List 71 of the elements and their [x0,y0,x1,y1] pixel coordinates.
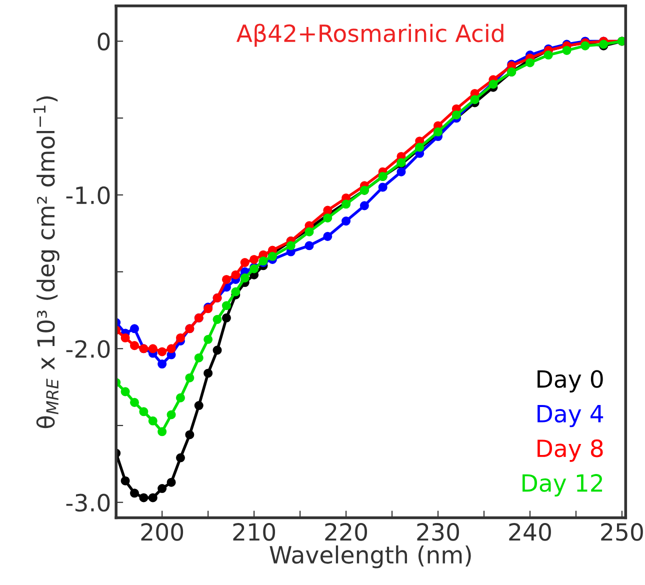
point [304,241,314,250]
point [148,493,158,502]
point [130,341,140,350]
point [148,344,158,354]
point [250,254,259,264]
point [525,58,535,68]
point [222,274,231,284]
text: Day 4 [538,405,604,428]
point [212,314,222,324]
point [148,416,158,426]
point [166,478,176,487]
point [120,476,130,486]
point [580,41,590,50]
point [120,333,130,342]
x-tick-label: 200 [141,523,184,541]
point [176,333,185,342]
point [204,368,213,378]
point [176,453,185,462]
point [130,398,140,407]
text: Day 0 [538,370,603,393]
point [562,46,572,55]
text: Day 8 [538,439,603,462]
point [222,301,231,310]
x-tick-label: 220 [325,523,368,541]
point [360,201,369,210]
y-tick-label: -3.0 [66,494,110,512]
x-tick-label: 230 [417,523,459,541]
point [231,270,240,280]
point [185,373,194,382]
point [231,287,240,296]
point [396,167,406,176]
point [323,232,332,241]
point [222,313,231,322]
point [158,484,167,494]
point [544,50,553,60]
point [204,334,213,344]
text: Day 12 [522,474,602,496]
point [130,324,140,334]
x-tick-label: 250 [601,523,643,541]
point [158,427,167,436]
point [185,430,194,440]
point [342,216,351,226]
point [139,493,148,502]
point [240,273,250,282]
point [212,346,222,355]
point [240,258,250,268]
point [120,387,130,396]
point [130,488,140,498]
point [452,110,461,120]
point [194,401,204,410]
text: Aβ42+Rosmarinic Acid [236,24,504,47]
y-tick-label: -1.0 [66,186,110,204]
point [176,393,185,402]
y-tick-label: 0 [98,32,110,51]
point [158,359,167,369]
y-axis-title: θ$_{MRE}$ x 10³ (deg cm² dmol$^{−1}$) [33,96,60,428]
point [304,227,314,236]
point [378,182,388,192]
x-axis-title: Wavelength (nm) [270,545,471,568]
point [286,241,296,250]
point [323,213,332,222]
point [194,353,204,362]
point [268,252,277,261]
point [158,347,167,356]
point [139,407,148,416]
point [323,206,332,215]
point [166,410,176,420]
x-tick-label: 240 [509,523,551,541]
point [166,344,176,354]
y-tick-label: -2.0 [66,340,110,358]
x-tick-label: 210 [233,523,276,541]
